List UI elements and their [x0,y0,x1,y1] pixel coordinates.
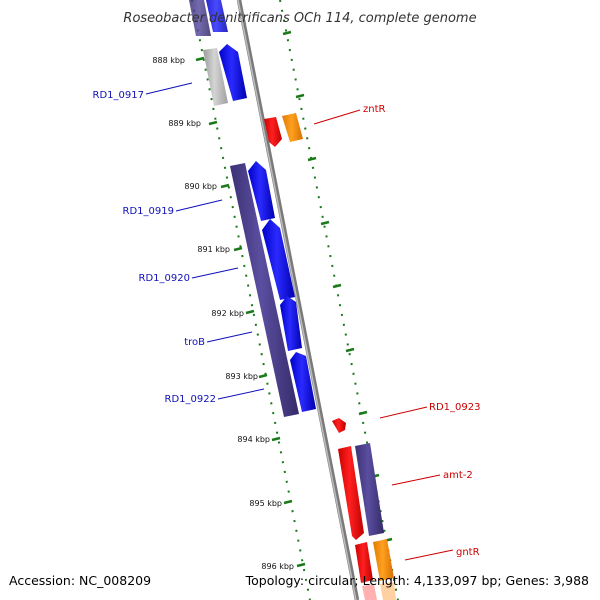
tick-mark [332,283,342,289]
tick-label: 891 kbp [197,245,230,254]
tick-mark [358,410,368,416]
tick-mark [296,562,306,568]
gene-forward-top[interactable] [206,0,228,32]
gene-label-zntr[interactable]: zntR [363,104,386,115]
tick-mark [307,156,317,162]
genome-backbone [236,0,360,600]
gene-label-rd1-0920[interactable]: RD1_0920 [139,273,190,284]
gene-purple-amt-2[interactable] [355,443,384,536]
gene-reverse-long[interactable] [230,163,299,417]
tick-mark [295,93,305,99]
tick-label: 892 kbp [211,309,244,318]
gene-orange-zntr[interactable] [282,113,303,142]
tick-mark [258,373,268,379]
right-gene-labels: zntR RD1_0923 amt-2 gntR [313,104,480,561]
tick-mark [282,30,292,36]
accession-text: Accession: NC_008209 [9,573,151,588]
tick-mark [220,183,230,189]
gene-faded-lower [362,584,377,600]
gene-label-rd1-0919[interactable]: RD1_0919 [123,206,174,217]
gene-forward-rd1-0919[interactable] [248,161,275,221]
tick-mark [245,309,255,315]
tick-mark [271,436,281,442]
gene-red-rd1-0923[interactable] [332,418,346,433]
gene-label-rd1-0922[interactable]: RD1_0922 [165,394,216,405]
gene-forward-rd1-0922[interactable] [290,352,316,412]
tick-label: 893 kbp [225,372,258,381]
tick-mark [233,246,243,252]
gene-label-rd1-0917[interactable]: RD1_0917 [93,90,144,101]
tick-label: 888 kbp [152,56,185,65]
gene-label-trob[interactable]: troB [184,337,205,348]
tick-label: 895 kbp [249,499,282,508]
gene-label-gntr[interactable]: gntR [456,547,480,558]
left-ruler [191,0,311,600]
left-genes [189,0,316,417]
gene-label-amt-2[interactable]: amt-2 [443,470,473,481]
map-title: Roseobacter denitrificans OCh 114, compl… [123,11,476,26]
gene-faded-lower-orange [380,582,396,600]
gene-forward-trob[interactable] [280,296,302,351]
gene-pseudo[interactable] [203,48,228,106]
gene-forward-rd1-0917[interactable] [219,44,247,101]
tick-mark [208,120,218,126]
gene-red-amt-2[interactable] [338,446,364,540]
right-ruler [279,0,399,600]
gene-forward-rd1-0920[interactable] [262,219,295,300]
gene-red-gntr[interactable] [355,542,373,583]
tick-marks [195,30,393,568]
tick-label: 889 kbp [168,119,201,128]
tick-mark [345,347,355,353]
right-genes [264,113,396,600]
tick-label: 896 kbp [261,562,294,571]
gene-orange-gntr[interactable] [373,539,394,581]
gene-reverse-top[interactable] [189,0,211,36]
tick-label: 890 kbp [184,182,217,191]
gene-label-rd1-0923[interactable]: RD1_0923 [429,402,480,413]
tick-mark [283,499,293,505]
tick-mark [320,220,330,226]
tick-mark [195,56,205,62]
tick-label: 894 kbp [237,435,270,444]
tick-labels: 888 kbp 889 kbp 890 kbp 891 kbp 892 kbp … [152,56,294,571]
gene-red-zntr[interactable] [264,117,282,147]
genome-summary-text: Topology: circular; Length: 4,133,097 bp… [245,573,589,588]
left-gene-labels: RD1_0917 RD1_0919 RD1_0920 troB RD1_0922 [93,82,265,405]
